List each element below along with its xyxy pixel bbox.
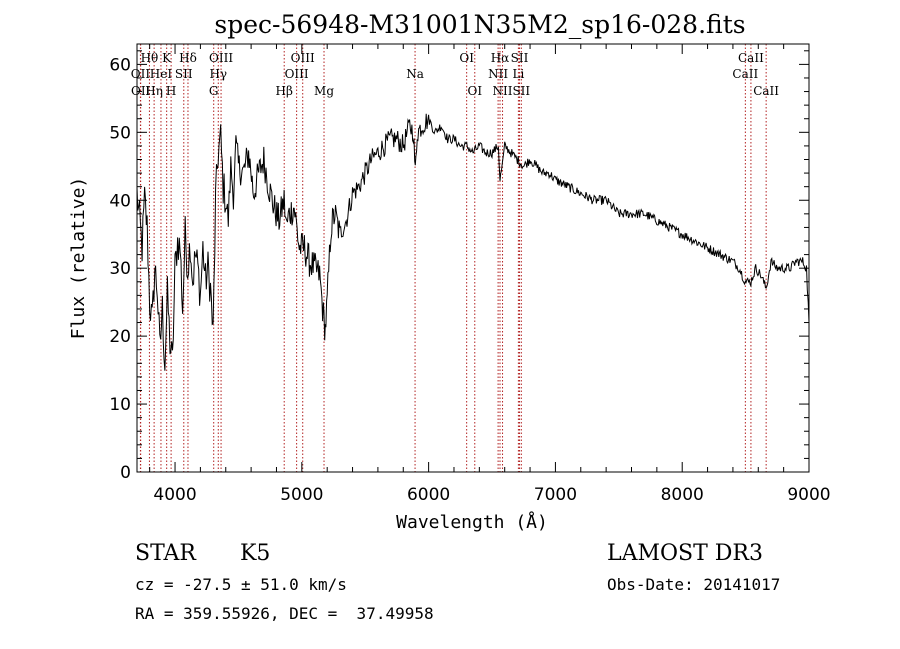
- x-tick-label-0: 4000: [153, 485, 196, 505]
- plot-frame: [136, 43, 810, 473]
- line-marker-label-16: Na: [406, 67, 424, 81]
- spectrum-line: [136, 113, 810, 371]
- y-tick-label-4: 40: [109, 191, 131, 211]
- line-marker-label-23: Li: [512, 67, 524, 81]
- object-class: STAR: [135, 541, 196, 566]
- y-tick-label-2: 20: [109, 327, 131, 347]
- line-marker-label-8: H: [166, 84, 176, 98]
- line-marker-label-3: K: [162, 51, 172, 65]
- line-marker-label-12: OIII: [291, 51, 315, 65]
- survey-name: LAMOST DR3: [607, 541, 763, 566]
- line-marker-label-5: Hη: [145, 84, 163, 98]
- y-tick-label-5: 50: [109, 123, 131, 143]
- y-tick-label-6: 60: [109, 55, 131, 75]
- line-marker-label-19: Hα: [491, 51, 510, 65]
- x-tick-label-2: 6000: [407, 485, 450, 505]
- x-tick-label-3: 7000: [534, 485, 577, 505]
- x-axis-ticks: 4000 5000 6000 7000 8000 9000: [149, 44, 831, 505]
- line-marker-label-11: G: [209, 84, 219, 98]
- line-marker-label-15: Mg: [314, 84, 334, 98]
- redshift-value: cz = -27.5 ± 51.0 km/s: [135, 575, 347, 594]
- line-marker-label-2: OII: [131, 84, 151, 98]
- line-marker-label-7: SII: [175, 67, 193, 81]
- line-marker-label-6: Hδ: [179, 51, 197, 65]
- spectral-line-markers: [139, 44, 767, 472]
- obs-date: Obs-Date: 20141017: [607, 575, 781, 594]
- line-marker-label-21: NII: [493, 84, 513, 98]
- line-marker-label-13: OIII: [285, 67, 309, 81]
- line-marker-label-22: SII: [511, 51, 529, 65]
- x-tick-label-5: 9000: [787, 485, 830, 505]
- line-marker-label-25: CaII: [738, 51, 764, 65]
- y-axis-ticks: 0 10 20 30 40 50 60: [109, 50, 809, 483]
- y-tick-label-1: 10: [109, 395, 131, 415]
- line-marker-label-17: OI: [459, 51, 474, 65]
- line-marker-label-0: Hθ: [141, 51, 159, 65]
- line-marker-label-10: Hγ: [209, 67, 227, 81]
- spectral-line-labels: Hθ OII OII K HeI Hη Hδ SII H OIII Hγ G OIII OIII Hβ Mg N…: [131, 51, 780, 98]
- line-marker-label-27: CaII: [753, 84, 779, 98]
- line-marker-label-26: CaII: [732, 67, 758, 81]
- x-tick-label-4: 8000: [661, 485, 704, 505]
- chart-title: spec-56948-M31001N35M2_sp16-028.fits: [214, 10, 745, 39]
- y-tick-label-0: 0: [120, 463, 131, 483]
- x-axis-label: Wavelength (Å): [396, 511, 548, 533]
- line-marker-label-14: Hβ: [276, 84, 293, 98]
- line-marker-label-20: NII: [488, 67, 508, 81]
- line-marker-label-1: OII: [131, 67, 151, 81]
- subclass: K5: [240, 541, 271, 566]
- line-marker-label-18: OI: [467, 84, 482, 98]
- x-tick-label-1: 5000: [280, 485, 323, 505]
- line-marker-label-4: HeI: [150, 67, 173, 81]
- y-axis-label: Flux (relative): [68, 177, 89, 340]
- coordinates: RA = 359.55926, DEC = 37.49958: [135, 604, 434, 623]
- line-marker-label-9: OIII: [209, 51, 233, 65]
- line-marker-label-24: SII: [512, 84, 530, 98]
- y-tick-label-3: 30: [109, 259, 131, 279]
